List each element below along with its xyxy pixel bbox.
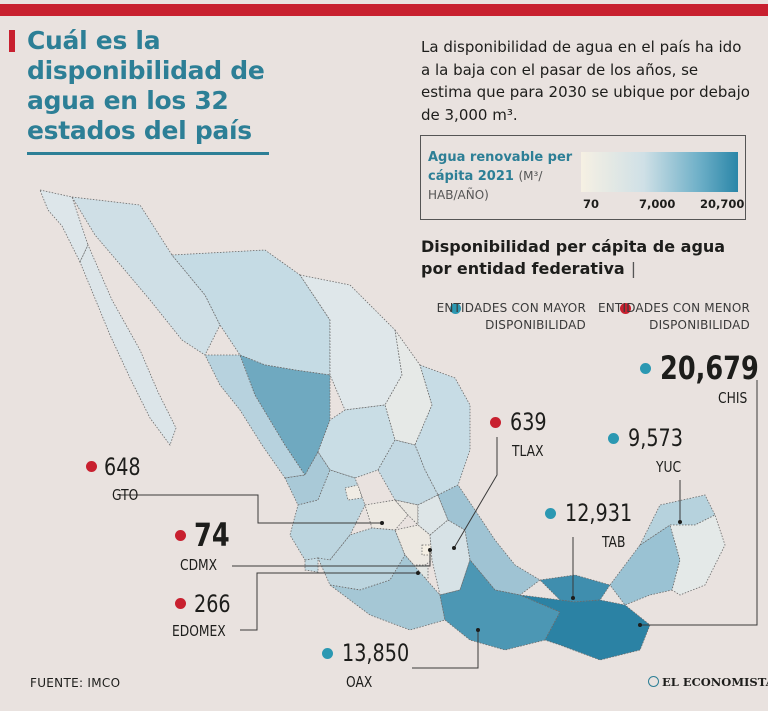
region-baja-california-sur [79, 244, 177, 446]
region-colima [304, 557, 319, 573]
cdmx-value: 74 [194, 516, 230, 554]
anchor-oax [476, 628, 480, 632]
intro-paragraph: La disponibilidad de agua en el país ha … [421, 38, 750, 124]
tab-label: TAB [602, 533, 626, 551]
chis-dot [640, 363, 651, 374]
chart-subtitle: Disponibilidad per cápita de agua por en… [421, 236, 751, 280]
key-high-label: ENTIDADES CON MAYOR DISPONIBILIDAD [436, 301, 586, 332]
brand-icon [648, 676, 659, 687]
subtitle-separator: | [630, 259, 637, 278]
key-high-dot [450, 303, 461, 314]
tlax-value: 639 [510, 408, 547, 436]
region-queretaro [393, 499, 419, 526]
leader-edomex [240, 572, 418, 631]
cdmx-dot [175, 530, 186, 541]
region-sinaloa [204, 354, 306, 479]
tab-value: 12,931 [565, 499, 633, 527]
region-campeche [609, 524, 681, 606]
legend-tick-max: 20,700 [700, 197, 745, 211]
legend-title-main: Agua renovable per cápita 2021 [428, 150, 573, 184]
color-legend: Agua renovable per cápita 2021 (M³/ HAB/… [420, 135, 746, 220]
region-san-luis-potosi [377, 439, 439, 506]
region-coahuila [299, 274, 403, 411]
region-quintana-roo [669, 514, 726, 596]
title-accent-mark [9, 30, 15, 52]
region-tamaulipas [414, 364, 471, 496]
cdmx-label: CDMX [180, 556, 218, 574]
leader-gto [120, 494, 382, 524]
yuc-dot [608, 433, 619, 444]
region-tabasco [539, 574, 611, 603]
region-aguascalientes [344, 484, 363, 501]
anchor-yuc [678, 520, 682, 524]
yuc-label: YUC [656, 458, 682, 476]
region-chiapas [519, 594, 651, 661]
leader-oax [412, 630, 479, 669]
legend-tick-min: 70 [583, 197, 600, 211]
chis-value: 20,679 [660, 349, 759, 387]
chart-subtitle-text: Disponibilidad per cápita de agua por en… [421, 237, 726, 278]
legend-tick-mid: 7,000 [639, 197, 676, 211]
region-zacatecas [317, 404, 396, 479]
anchor-gto [380, 521, 384, 525]
region-yucatan [638, 494, 716, 547]
brand-name: EL ECONOMISTA [662, 675, 768, 689]
oax-dot [322, 648, 333, 659]
source-note: FUENTE: IMCO [30, 676, 121, 690]
yuc-value: 9,573 [628, 424, 683, 452]
oax-label: OAX [346, 673, 373, 691]
edomex-dot [175, 598, 186, 609]
brand-logo: EL ECONOMISTA [648, 675, 768, 689]
gto-value: 648 [104, 453, 141, 481]
tab-dot [545, 508, 556, 519]
key-low-label: ENTIDADES CON MENOR DISPONIBILIDAD [597, 301, 750, 332]
anchor-tlax [452, 546, 456, 550]
anchor-cdmx [428, 548, 432, 552]
edomex-label: EDOMEX [172, 622, 226, 640]
oax-value: 13,850 [342, 639, 410, 667]
legend-unit: (M³/ HAB/AÑO) [428, 169, 543, 202]
chis-label: CHIS [718, 389, 748, 407]
title-underline [27, 152, 269, 155]
region-chihuahua [171, 249, 331, 376]
leader-chis [640, 380, 758, 626]
edomex-value: 266 [194, 590, 231, 618]
key-low-dot [620, 303, 631, 314]
top-accent-bar [0, 4, 768, 16]
tlax-label: TLAX [512, 442, 544, 460]
gto-dot [86, 461, 97, 472]
leader-tlax [453, 437, 498, 549]
legend-title: Agua renovable per cápita 2021 (M³/ HAB/… [428, 148, 578, 205]
tlax-dot [490, 417, 501, 428]
page-title: Cuál es la disponibilidad de agua en los… [27, 26, 265, 145]
leader-cdmx [232, 550, 431, 567]
legend-gradient [581, 152, 738, 192]
anchor-tab [571, 596, 575, 600]
anchor-edomex [416, 571, 420, 575]
gto-label: GTO [112, 486, 139, 504]
region-durango [239, 354, 331, 476]
anchor-chis [638, 623, 642, 627]
region-veracruz [437, 484, 541, 596]
